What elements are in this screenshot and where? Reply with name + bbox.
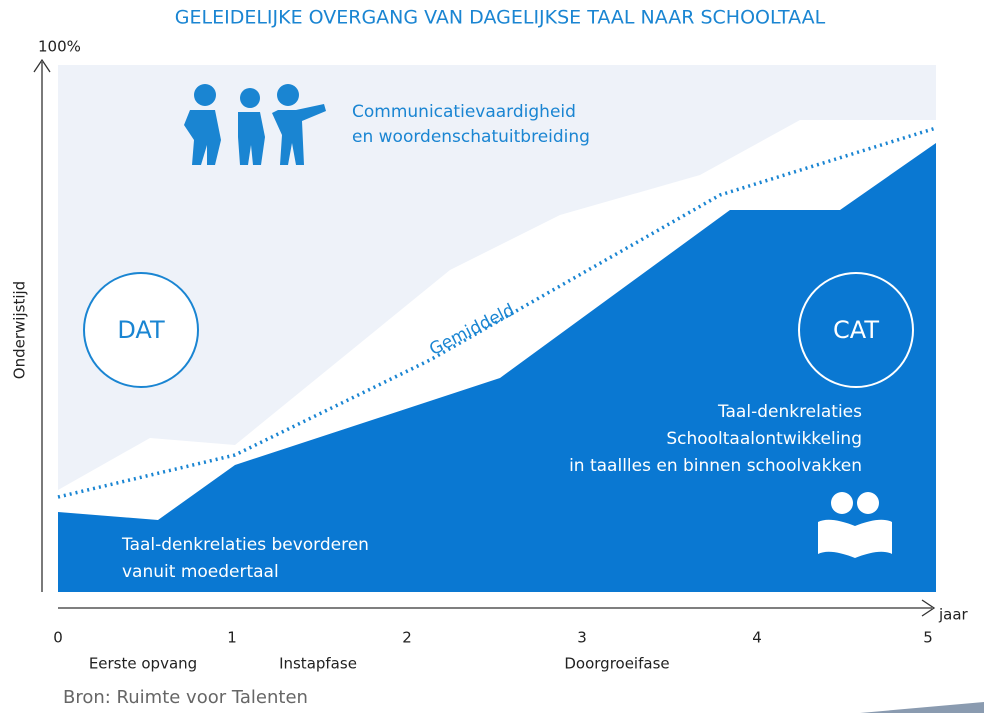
- y-arrow: [33, 58, 51, 73]
- cat-text: in taallles en binnen schoolvakken: [569, 456, 862, 476]
- x-tick-label: 4: [752, 629, 762, 647]
- dat-circle: [83, 272, 199, 388]
- dat-label: DAT: [117, 316, 165, 344]
- cat-label: CAT: [833, 316, 879, 344]
- cat-circle: [798, 272, 914, 388]
- dat-text: Taal-denkrelaties bevorderen: [121, 535, 369, 555]
- cat-text: Taal-denkrelaties: [717, 402, 862, 422]
- phase-label: Doorgroeifase: [564, 655, 669, 673]
- x-tick-label: 5: [923, 629, 933, 647]
- y-label: Onderwijstijd: [11, 281, 29, 379]
- people-icon: [184, 84, 326, 165]
- cat-area: [58, 143, 936, 592]
- dat-text: vanuit moedertaal: [122, 562, 279, 582]
- x-tick-label: 1: [227, 629, 237, 647]
- book-icon: [818, 492, 892, 558]
- x-label: jaar: [938, 606, 969, 624]
- x-tick-label: 2: [402, 629, 412, 647]
- top-text: Communicatievaardigheid: [352, 102, 576, 122]
- x-tick-label: 3: [577, 629, 587, 647]
- y-max: 100%: [38, 38, 81, 56]
- source: Bron: Ruimte voor Talenten: [63, 687, 308, 708]
- cat-text: Schooltaalontwikkeling: [666, 429, 862, 449]
- corner-shape: [860, 702, 984, 713]
- title: GELEIDELIJKE OVERGANG VAN DAGELIJKSE TAA…: [175, 7, 826, 29]
- average-line: [57, 126, 937, 499]
- x-tick-label: 0: [53, 629, 63, 647]
- phase-label: Eerste opvang: [89, 655, 197, 673]
- transition-band: [58, 120, 936, 520]
- top-text: en woordenschatuitbreiding: [352, 127, 590, 147]
- phase-label: Instapfase: [279, 655, 357, 673]
- x-arrow: [921, 599, 936, 617]
